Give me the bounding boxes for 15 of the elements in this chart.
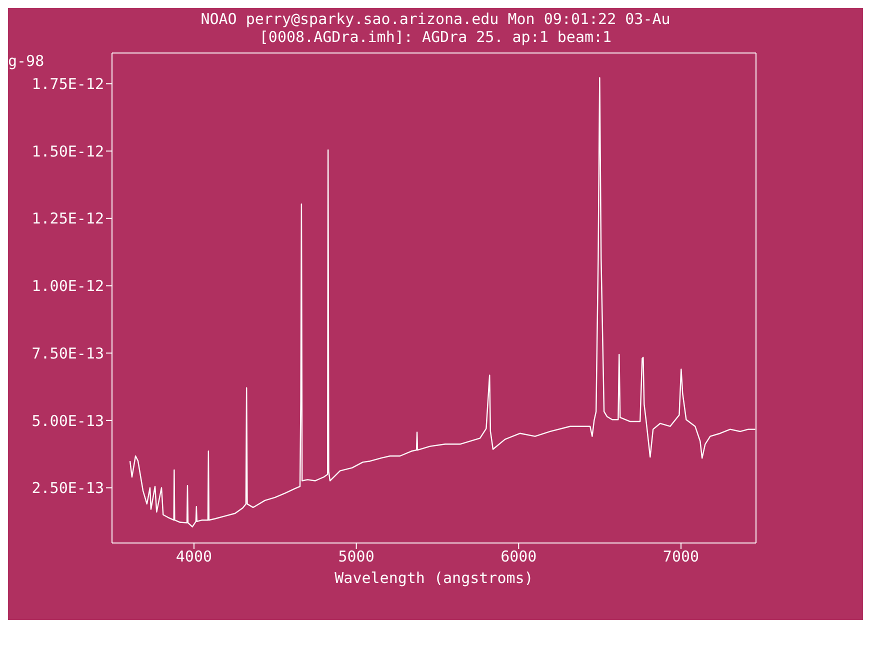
text: g-98 xyxy=(8,52,44,70)
y-tick-label: 1.25E-12 xyxy=(32,210,104,228)
y-tick-label: 2.50E-13 xyxy=(32,479,104,498)
x-axis-title: Wavelength (angstroms) xyxy=(334,569,534,587)
chart-subtitle: [0008.AGDra.imh]: AGDra 25. ap:1 beam:1 xyxy=(258,28,613,46)
y-tick-label: 1.00E-12 xyxy=(32,277,104,296)
chart-title: NOAO perry@sparky.sao.arizona.edu Mon 09:01:22 03-Au xyxy=(200,10,672,28)
y-tick-label: 1.50E-12 xyxy=(32,142,104,160)
y-tick-label: 7.50E-13 xyxy=(32,344,104,362)
x-tick-label: 4000 xyxy=(176,548,212,566)
x-tick-label: 5000 xyxy=(338,548,374,566)
x-tick-label: 6000 xyxy=(500,548,537,566)
y-tick-label: 1.75E-12 xyxy=(32,75,104,94)
x-tick-label: 7000 xyxy=(662,548,700,566)
y-tick-label: 5.00E-13 xyxy=(32,412,104,430)
